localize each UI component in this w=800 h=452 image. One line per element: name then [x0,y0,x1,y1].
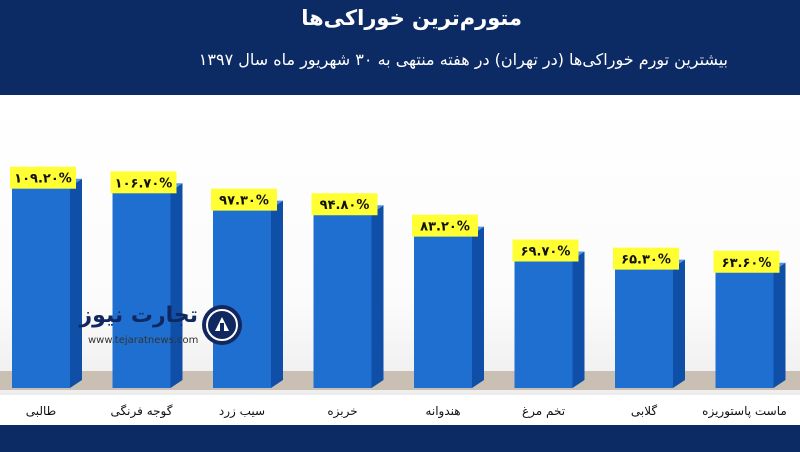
bar [514,259,573,388]
logo-url: www.tejaratnews.com [88,335,199,346]
bar-side [773,262,786,388]
chart-footer [0,425,800,452]
bar [12,186,70,388]
value-label-bg [10,166,76,189]
bar-side [70,178,82,388]
chart-header: متورم‌ترین خوراکی‌ها بیشترین تورم خوراکی… [0,0,800,95]
chart-subtitle: بیشترین تورم خوراکی‌ها (در تهران) در هفت… [198,50,728,69]
value-label: ۶۳.۶۰% [722,256,772,271]
category-axis [0,395,800,425]
bar-side [271,200,283,388]
value-label: ۱۰۹.۲۰% [14,172,72,187]
category-label: طالبی [25,404,57,418]
value-label: ۸۳.۲۰% [420,220,470,235]
category-label: تخم مرغ [521,404,566,418]
bar [615,267,673,388]
bar [213,208,271,388]
bar [414,234,472,388]
category-label: سیب زرد [218,404,266,418]
chart-title: متورم‌ترین خوراکی‌ها [301,6,522,30]
category-label: گلابی [630,404,658,418]
value-label: ۹۴.۸۰% [320,198,370,213]
value-label-bg [110,171,177,194]
bar-side [572,251,585,388]
value-label: ۹۷.۳۰% [219,194,269,209]
value-label-bg [613,247,679,270]
value-label-bg [713,250,780,273]
category-label: خربزه [327,404,358,418]
value-label-bg [311,193,378,216]
value-label-bg [512,239,579,262]
value-label: ۱۰۶.۷۰% [115,176,173,191]
value-label-bg [412,214,478,237]
bar-side [673,259,685,388]
bar [715,270,774,388]
bar-side [472,226,484,388]
logo-name: تجارت نیوز [79,303,198,328]
brand-logo: تجارت نیوز www.tejaratnews.com [79,303,246,351]
category-label: ماست پاستوریزه [702,404,787,418]
value-label: ۶۵.۳۰% [621,253,671,268]
value-label: ۶۹.۷۰% [521,245,571,260]
bar [313,213,372,388]
chart-floor [0,371,800,390]
category-label: گوجه فرنگی [110,404,173,418]
category-label: هندوانه [425,404,461,418]
bar-side [170,183,183,388]
logo-mark-icon [202,305,242,345]
bar [112,191,171,388]
value-label-bg [211,188,277,211]
bar-side [371,205,384,388]
